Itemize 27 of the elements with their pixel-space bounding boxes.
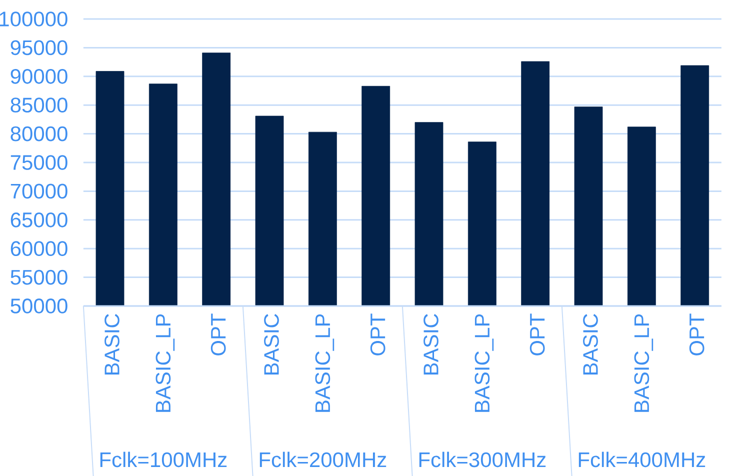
text: Fclk=300MHz [419, 452, 546, 468]
x-tick-label: OPT [370, 314, 386, 356]
x-tick-label: OPT [689, 314, 704, 356]
text: Fclk=400MHz [578, 452, 706, 468]
y-tick-label: 55000 [10, 270, 68, 285]
y-tick-label: 85000 [10, 98, 68, 113]
y-tick-label: 75000 [10, 155, 68, 170]
x-tick-label: BASIC_LP [156, 314, 175, 412]
x-tick-label: BASIC_LP [474, 314, 494, 412]
y-tick-label: 65000 [10, 212, 68, 228]
text: Fclk=100MHz [100, 452, 227, 468]
x-tick-label: BASIC_LP [634, 314, 654, 412]
x-tick-label: BASIC [424, 314, 438, 374]
y-tick-label: 100000 [0, 12, 68, 26]
x-tick-label: BASIC [583, 314, 598, 374]
y-tick-label: 50000 [10, 298, 68, 314]
y-tick-label: 60000 [10, 241, 68, 256]
y-tick-label: 95000 [10, 40, 68, 56]
x-tick-label: OPT [530, 314, 545, 356]
x-tick-label: BASIC [104, 314, 120, 374]
y-tick-label: 80000 [10, 126, 68, 142]
y-tick-label: 90000 [10, 68, 68, 84]
x-tick-label: BASIC_LP [315, 314, 334, 412]
x-tick-label: BASIC [264, 314, 279, 374]
x-tick-label: OPT [210, 314, 226, 356]
text: Fclk=200MHz [260, 452, 386, 468]
y-tick-label: 70000 [10, 184, 68, 199]
